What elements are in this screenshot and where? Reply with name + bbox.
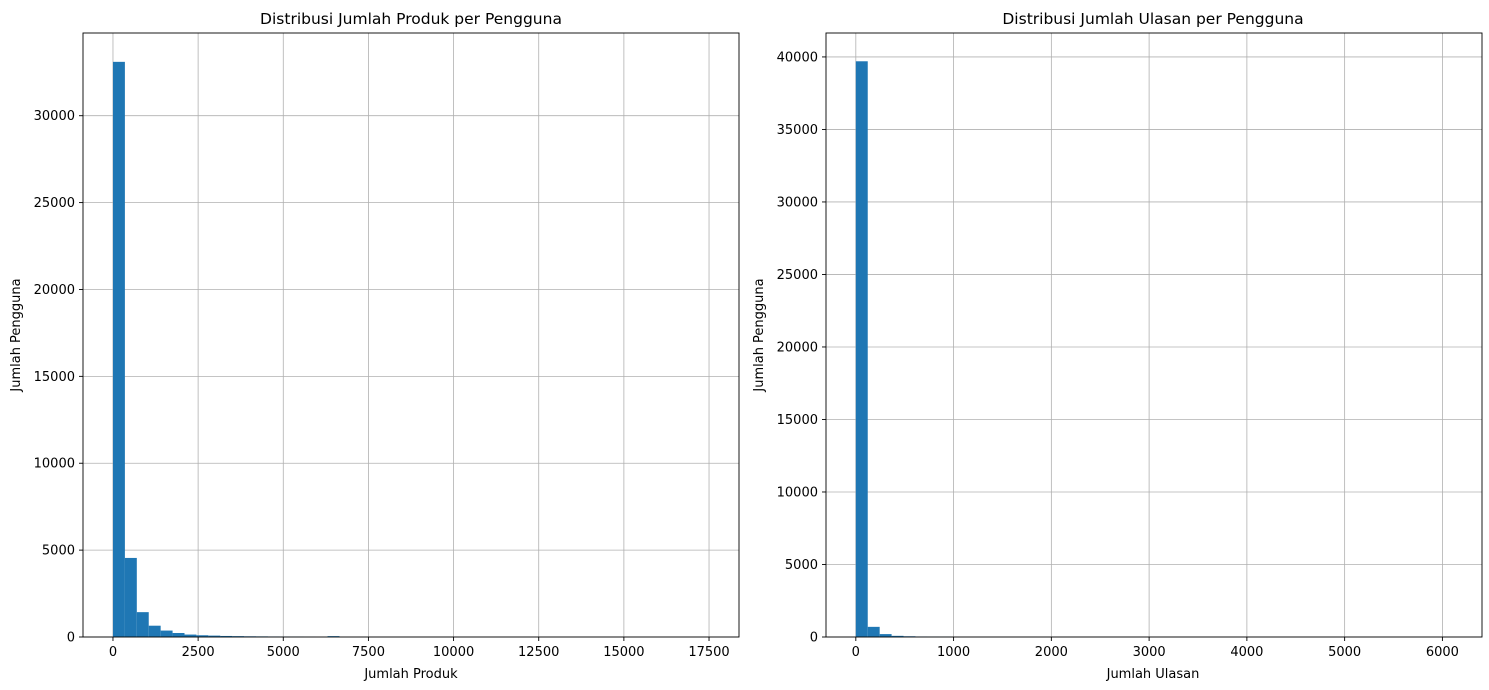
- y-tick-label: 15000: [34, 370, 75, 385]
- y-tick-label: 0: [67, 631, 75, 646]
- y-tick-label: 10000: [34, 457, 75, 472]
- histogram-bar: [148, 625, 161, 637]
- histogram-bar: [220, 635, 233, 637]
- x-tick-label: 2500: [182, 645, 215, 660]
- axes-frame: [825, 32, 1483, 638]
- grid: [83, 33, 739, 638]
- histogram-bar: [124, 557, 137, 637]
- x-tick-label: 3000: [1133, 645, 1166, 660]
- x-tick-label: 7500: [352, 645, 385, 660]
- y-tick-label: 10000: [777, 485, 818, 500]
- x-tick-label: 5000: [1328, 645, 1361, 660]
- y-tick-label: 25000: [777, 268, 818, 283]
- y-tick-label: 25000: [34, 196, 75, 211]
- y-tick-label: 5000: [42, 544, 75, 559]
- chart-reviews-per-user: Distribusi Jumlah Ulasan per Pengguna Ju…: [752, 10, 1483, 682]
- x-tick-label: 4000: [1230, 645, 1263, 660]
- x-tick-label: 1000: [937, 645, 970, 660]
- chart-title: Distribusi Jumlah Produk per Pengguna: [260, 10, 562, 28]
- y-tick-label: 20000: [777, 340, 818, 355]
- histogram-bar: [879, 634, 892, 637]
- histogram-bar: [112, 61, 125, 637]
- y-axis-label: Jumlah Pengguna: [9, 278, 24, 392]
- x-tick-label: 0: [109, 645, 117, 660]
- y-tick-label: 20000: [34, 283, 75, 298]
- y-tick-label: 30000: [34, 109, 75, 124]
- x-tick-label: 15000: [603, 645, 644, 660]
- x-tick-label: 6000: [1426, 645, 1459, 660]
- bars: [855, 61, 952, 638]
- y-tick-label: 5000: [785, 558, 818, 573]
- y-tick-label: 35000: [777, 123, 818, 138]
- y-tick-label: 40000: [777, 50, 818, 65]
- histogram-bar: [208, 635, 221, 637]
- histogram-bar: [136, 612, 149, 637]
- y-tick-label: 15000: [777, 413, 818, 428]
- x-axis-label: Jumlah Produk: [363, 667, 458, 682]
- histogram-bar: [172, 633, 185, 637]
- x-axis-label: Jumlah Ulasan: [1106, 667, 1200, 682]
- y-tick-label: 30000: [777, 195, 818, 210]
- x-tick-label: 0: [852, 645, 860, 660]
- histogram-bar: [855, 61, 868, 638]
- x-tick-label: 12500: [518, 645, 559, 660]
- y-tick-label: 0: [810, 631, 818, 646]
- chart-title: Distribusi Jumlah Ulasan per Pengguna: [1002, 10, 1303, 28]
- x-tick-label: 10000: [433, 645, 474, 660]
- y-axis-label: Jumlah Pengguna: [752, 278, 767, 392]
- histogram-bar: [891, 635, 904, 637]
- histogram-bar: [184, 634, 197, 637]
- chart-products-per-user: Distribusi Jumlah Produk per Pengguna Ju…: [9, 10, 740, 682]
- x-tick-label: 5000: [267, 645, 300, 660]
- histogram-bar: [196, 635, 209, 637]
- grid: [826, 33, 1482, 638]
- x-tick-label: 17500: [688, 645, 729, 660]
- x-tick-label: 2000: [1035, 645, 1068, 660]
- histogram-bar: [160, 630, 173, 637]
- bars: [112, 61, 340, 637]
- axes-frame: [82, 32, 740, 638]
- histogram-bar: [867, 626, 880, 637]
